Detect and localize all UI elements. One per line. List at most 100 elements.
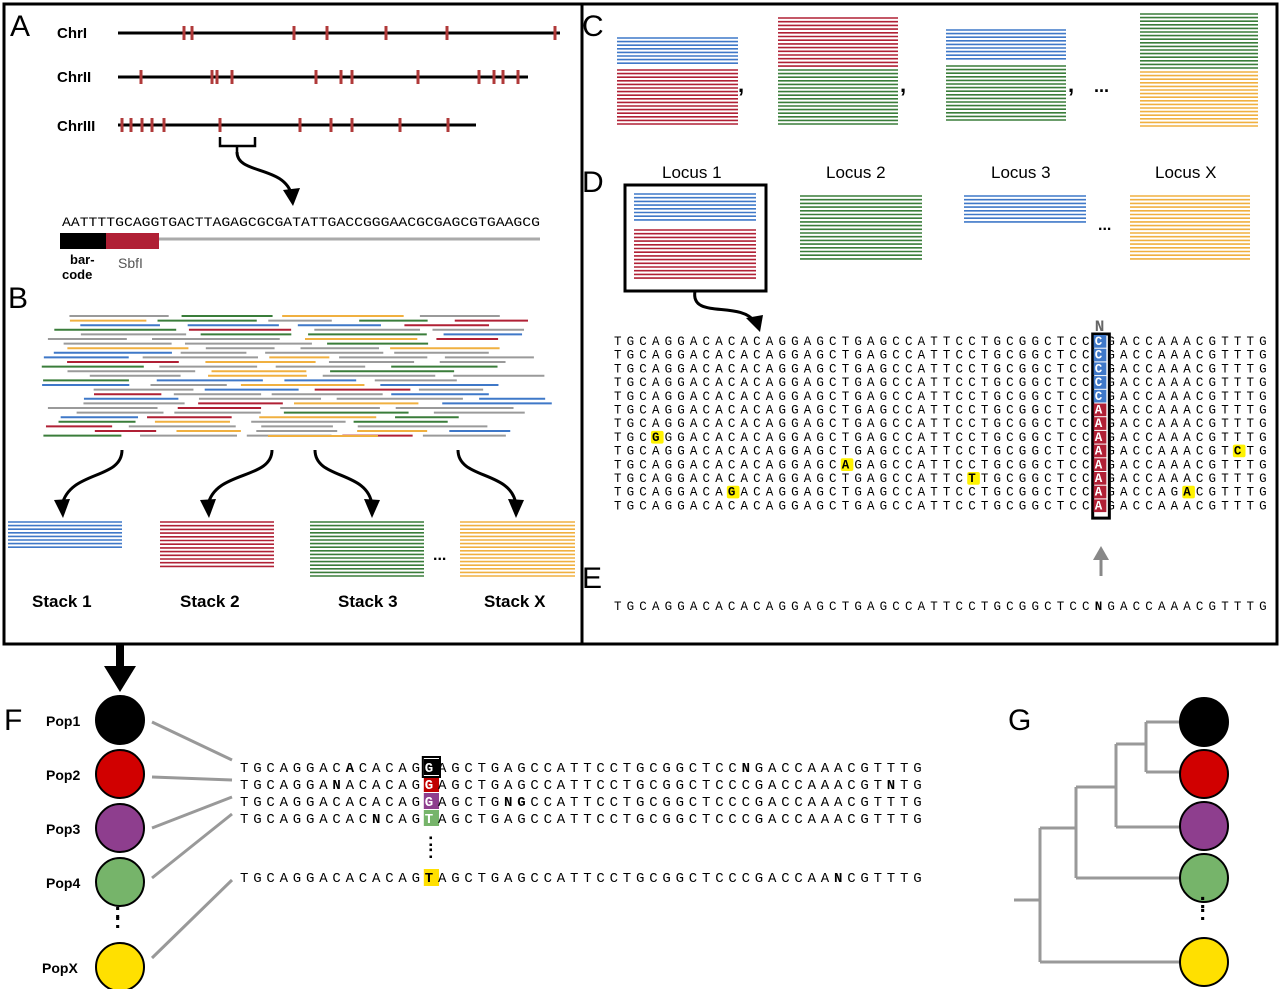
population-label: Pop3 <box>46 821 80 837</box>
consensus-base: G <box>627 600 635 614</box>
consensus-base: T <box>1247 600 1255 614</box>
panel-c: , , , ... <box>617 13 1258 127</box>
population-base: G <box>913 795 921 811</box>
alignment-base: G <box>1259 431 1267 445</box>
alignment-base: G <box>854 472 862 486</box>
variant-highlight <box>1232 444 1246 458</box>
alignment-base: G <box>1107 499 1115 513</box>
alignment-base: C <box>829 431 837 445</box>
population-base: N <box>504 795 512 811</box>
alignment-base: G <box>1209 417 1217 431</box>
alignment-base: G <box>1019 404 1027 418</box>
population-base: G <box>425 795 433 811</box>
stack-label-x: Stack X <box>484 592 546 611</box>
alignment-base: G <box>627 458 635 472</box>
alignment-base: T <box>930 404 938 418</box>
alignment-base: C <box>1133 458 1141 472</box>
tree-dots: : <box>1199 888 1206 913</box>
panel-letter-g: G <box>1008 704 1031 737</box>
alignment-base: G <box>854 486 862 500</box>
population-base: C <box>781 812 789 828</box>
alignment-base: A <box>741 362 749 376</box>
consensus-base: A <box>715 600 723 614</box>
alignment-base: T <box>930 486 938 500</box>
alignment-base: A <box>1095 445 1103 459</box>
alignment-base: C <box>1044 499 1052 513</box>
alignment-base: G <box>677 362 685 376</box>
restriction-sequence: AATTTTGCAGGTGACTTAGAGCGCGATATTGACCGGGAAC… <box>62 215 540 230</box>
alignment-base: C <box>956 431 964 445</box>
population-base: A <box>808 761 817 777</box>
alignment-base: C <box>1006 417 1014 431</box>
population-base: T <box>478 795 486 811</box>
alignment-base: C <box>1044 404 1052 418</box>
alignment-base: A <box>918 376 926 390</box>
alignment-base: A <box>1158 376 1166 390</box>
alignment-base: A <box>652 404 660 418</box>
alignment-base: C <box>703 499 711 513</box>
population-base: T <box>702 812 710 828</box>
snp-cell <box>423 869 439 886</box>
alignment-base: C <box>728 404 736 418</box>
alignment-base: A <box>1095 431 1103 445</box>
alignment-base: C <box>703 445 711 459</box>
population-base: A <box>557 778 566 794</box>
alignment-base: C <box>956 376 964 390</box>
alignment-base: C <box>905 376 913 390</box>
snp-cell <box>1093 335 1107 348</box>
alignment-base: G <box>854 404 862 418</box>
population-base: G <box>491 778 499 794</box>
population-base: A <box>821 761 830 777</box>
alignment-base: C <box>1145 362 1153 376</box>
consensus-base: T <box>614 600 622 614</box>
alignment-base: G <box>677 390 685 404</box>
alignment-base: G <box>880 458 888 472</box>
alignment-base: G <box>627 486 635 500</box>
alignment-base: A <box>804 486 812 500</box>
population-base: G <box>306 812 314 828</box>
alignment-base: A <box>741 486 749 500</box>
population-base: C <box>649 761 657 777</box>
alignment-base: T <box>930 362 938 376</box>
population-base: A <box>768 778 777 794</box>
alignment-base: T <box>614 335 622 349</box>
alignment-base: A <box>1095 458 1103 472</box>
consensus-base: T <box>1234 600 1242 614</box>
population-base: C <box>847 778 855 794</box>
alignment-base: A <box>652 472 660 486</box>
population-base: C <box>359 795 367 811</box>
alignment-base: G <box>778 362 786 376</box>
alignment-base: G <box>1259 417 1267 431</box>
alignment-base: C <box>1082 431 1090 445</box>
stack-arrow-3 <box>313 449 374 506</box>
population-base: C <box>530 871 538 887</box>
population-base: T <box>570 812 578 828</box>
alignment-base: A <box>1120 362 1128 376</box>
population-base: G <box>755 778 763 794</box>
alignment-base: C <box>1082 362 1090 376</box>
alignment-base: G <box>1031 390 1039 404</box>
alignment-base: A <box>867 376 875 390</box>
alignment-base: G <box>816 499 824 513</box>
population-base: C <box>794 778 802 794</box>
alignment-base: G <box>728 486 736 500</box>
population-base: A <box>346 778 355 794</box>
alignment-base: A <box>741 335 749 349</box>
alignment-base: A <box>715 417 723 431</box>
alignment-base: G <box>652 431 660 445</box>
alignment-base: A <box>1183 376 1191 390</box>
alignment-base: G <box>665 349 673 363</box>
population-base: G <box>425 778 433 794</box>
alignment-base: A <box>766 390 774 404</box>
alignment-base: G <box>665 390 673 404</box>
alignment-base: C <box>728 445 736 459</box>
alignment-base: A <box>918 335 926 349</box>
consensus-base: A <box>918 600 926 614</box>
population-base: G <box>517 871 525 887</box>
population-base: N <box>332 778 340 794</box>
population-base: C <box>649 795 657 811</box>
population-base: A <box>319 761 328 777</box>
alignment-base: C <box>892 472 900 486</box>
population-base: T <box>478 778 486 794</box>
population-base: G <box>253 871 261 887</box>
